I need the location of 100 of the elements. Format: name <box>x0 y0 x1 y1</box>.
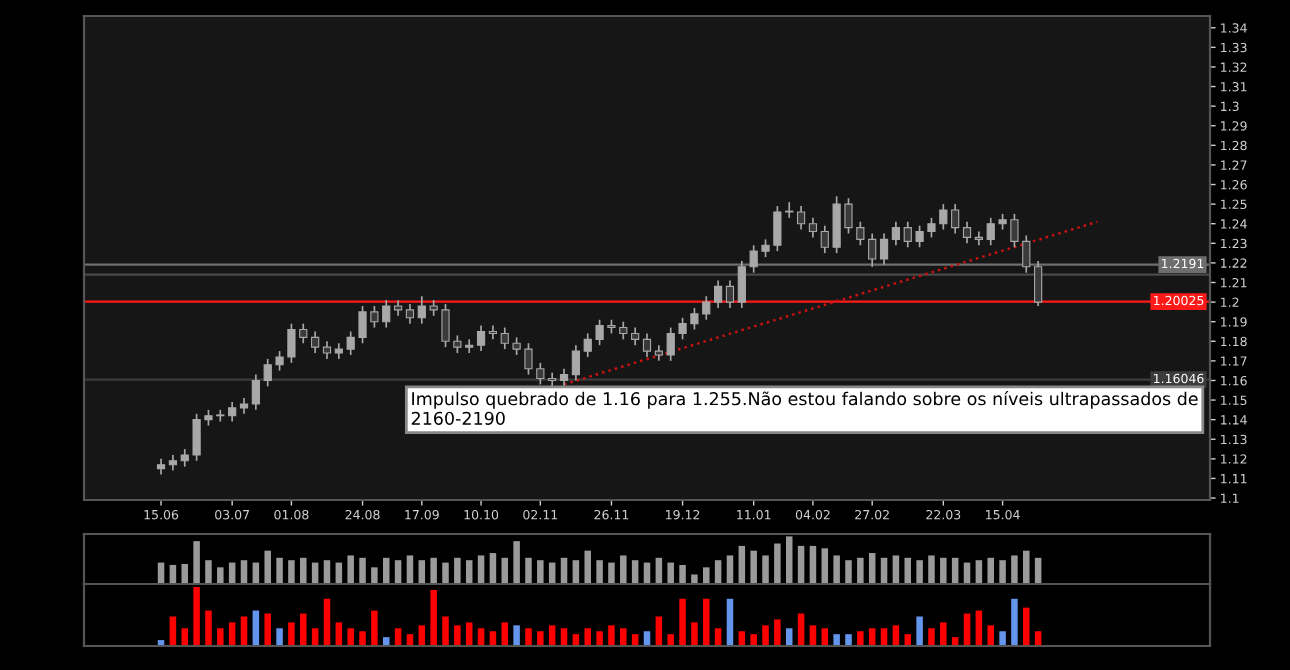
bar <box>774 543 781 584</box>
bar <box>537 560 544 584</box>
bar <box>264 613 271 646</box>
bar <box>857 557 864 584</box>
bar <box>300 613 307 646</box>
bar <box>797 545 805 584</box>
bar <box>608 562 615 584</box>
candlestick <box>476 324 486 352</box>
bar <box>228 622 236 646</box>
bar <box>785 536 793 584</box>
bar <box>1023 550 1030 584</box>
bar <box>833 634 840 646</box>
bar <box>679 564 686 584</box>
bar <box>999 631 1006 646</box>
bar <box>359 557 366 584</box>
bar <box>181 628 189 646</box>
bar <box>347 628 354 646</box>
bar <box>276 557 283 584</box>
bar <box>821 548 829 584</box>
bar <box>288 560 295 584</box>
bar <box>382 557 390 584</box>
bar <box>300 557 307 584</box>
bar <box>999 560 1006 584</box>
bar <box>940 622 947 646</box>
bar <box>240 616 248 646</box>
bar <box>916 616 923 646</box>
bar <box>679 598 686 646</box>
bar <box>477 555 485 584</box>
bar <box>928 628 935 646</box>
bar <box>205 610 212 646</box>
candlestick <box>725 279 735 309</box>
bar <box>465 622 473 646</box>
bar <box>726 598 734 646</box>
candlestick <box>571 344 580 382</box>
bar <box>750 550 757 584</box>
bar <box>442 616 449 646</box>
bar <box>845 634 852 646</box>
bar <box>217 628 224 646</box>
bar <box>809 545 817 584</box>
bar <box>845 560 852 584</box>
bar <box>584 628 591 646</box>
bar <box>371 610 378 646</box>
bar <box>750 634 757 646</box>
bar <box>703 598 710 646</box>
bar <box>347 555 354 584</box>
bar <box>288 622 295 646</box>
candlestick <box>879 232 889 266</box>
candlestick <box>962 220 972 245</box>
candlestick <box>251 373 260 411</box>
candlestick <box>891 220 901 247</box>
candlestick <box>796 205 806 231</box>
bar <box>987 557 994 584</box>
bar <box>608 625 615 646</box>
bar <box>916 560 923 584</box>
bar <box>513 625 520 646</box>
bar <box>584 550 591 584</box>
annotation: Impulso quebrado de 1.16 para 1.255.Não estou falando sobre os níveis ultrapassados de 2160-2190 <box>411 391 1198 425</box>
bar <box>833 555 840 584</box>
bar <box>501 622 509 646</box>
bar <box>667 634 674 646</box>
bar <box>1023 607 1030 646</box>
bar <box>620 628 627 646</box>
bar <box>774 619 781 646</box>
candlestick <box>808 216 818 239</box>
bar <box>454 557 461 584</box>
bar <box>513 541 520 584</box>
bar <box>442 562 449 584</box>
bar <box>181 564 189 584</box>
bar <box>667 562 674 584</box>
bar <box>169 616 177 646</box>
bar <box>371 567 378 584</box>
candlestick <box>311 330 320 354</box>
bar <box>892 555 900 584</box>
bar <box>691 574 698 584</box>
bar <box>904 557 912 584</box>
bar <box>738 545 746 584</box>
bar <box>1011 598 1018 646</box>
bar <box>928 555 935 584</box>
bar <box>382 637 390 646</box>
bar <box>430 557 437 584</box>
bar <box>406 555 414 584</box>
bar <box>1011 555 1018 584</box>
bar <box>335 622 343 646</box>
bar <box>205 560 212 584</box>
bar <box>537 631 544 646</box>
bar <box>857 631 864 646</box>
bar <box>762 555 769 584</box>
bar <box>323 598 331 646</box>
candlestick <box>714 279 723 309</box>
bar <box>691 622 698 646</box>
bar <box>264 550 271 584</box>
bar <box>655 616 663 646</box>
bar <box>525 557 532 584</box>
candlestick <box>642 332 652 358</box>
bar <box>217 567 224 584</box>
bar <box>940 557 947 584</box>
bar <box>904 634 912 646</box>
bar <box>596 560 603 584</box>
candlestick <box>1034 260 1043 307</box>
candlestick <box>405 303 415 325</box>
